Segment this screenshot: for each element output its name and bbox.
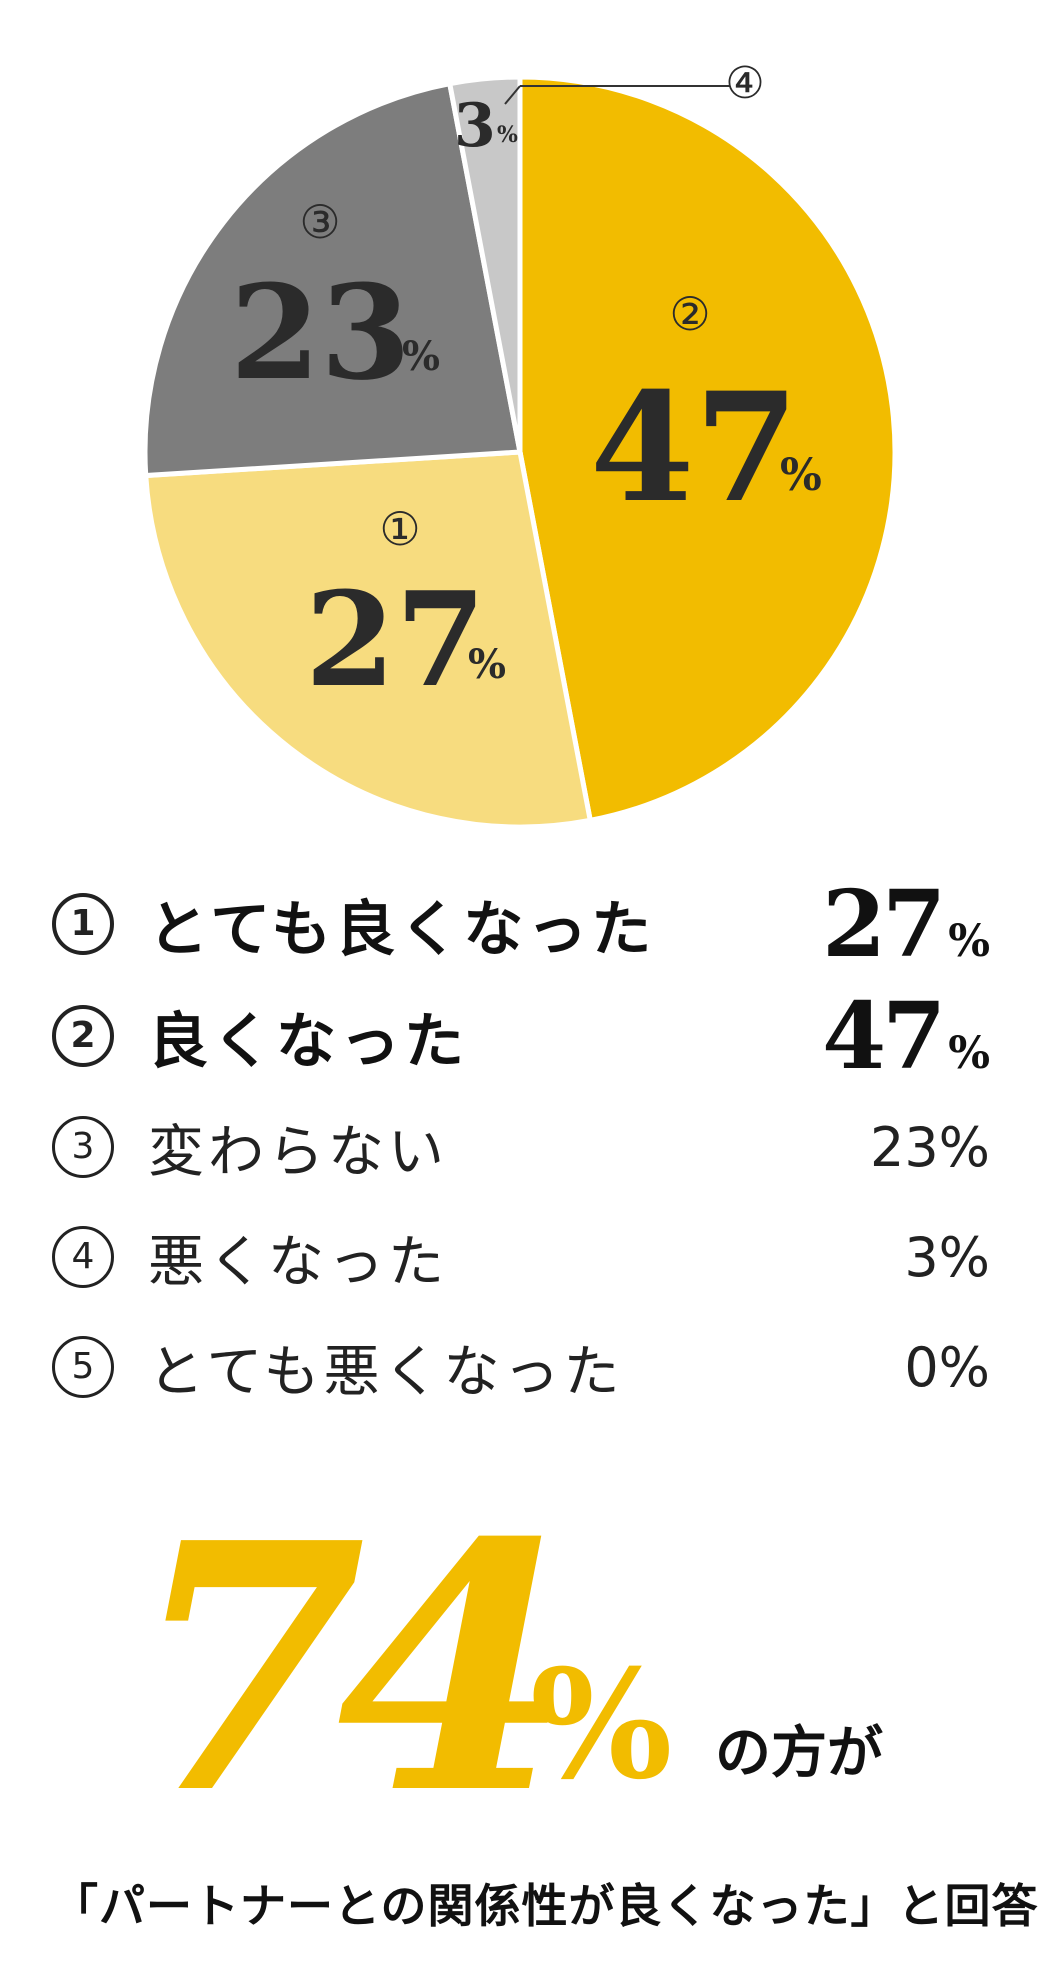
headline: 74 % の方が xyxy=(130,1480,990,1840)
legend-marker-1: 1 xyxy=(52,893,114,955)
pie-chart: ② 47 % ① 27 % ③ 23 % 3 % ④ xyxy=(142,58,898,830)
legend-value-1-num: 27 xyxy=(822,870,946,978)
legend-value-1: 27% xyxy=(822,870,990,978)
caption: 「パートナーとの関係性が良くなった」と回答！ xyxy=(52,1879,1041,1933)
pie-slice-4 xyxy=(446,74,523,453)
legend-label-5: とても悪くなった xyxy=(148,1339,624,1405)
slice-3-value: 23 xyxy=(230,256,411,409)
legend-marker-2: 2 xyxy=(52,1005,114,1067)
legend-row-4: 4 悪くなった 3% xyxy=(52,1202,990,1312)
legend-marker-3: 3 xyxy=(52,1116,114,1178)
slice-4-marker: ④ xyxy=(725,58,764,109)
slice-1-percent: % xyxy=(468,641,506,688)
slice-3-percent: % xyxy=(402,333,440,380)
legend-row-5: 5 とても悪くなった 0% xyxy=(52,1312,990,1422)
headline-percent: % xyxy=(530,1637,673,1813)
legend: 1 とても良くなった 27% 2 良くなった 47% 3 変わらない 23% 4… xyxy=(52,868,990,1422)
legend-row-1: 1 とても良くなった 27% xyxy=(52,868,990,980)
legend-value-5: 0% xyxy=(904,1335,990,1399)
legend-value-1-pct: % xyxy=(948,916,990,967)
slice-2-percent: % xyxy=(780,450,822,501)
legend-value-2-num: 47 xyxy=(822,982,946,1090)
legend-value-3: 23% xyxy=(869,1115,990,1179)
legend-label-3: 変わらない xyxy=(148,1119,448,1185)
headline-number: 74 xyxy=(130,1470,573,1869)
legend-row-2: 2 良くなった 47% xyxy=(52,980,990,1092)
legend-label-2: 良くなった xyxy=(148,1006,468,1077)
legend-label-1: とても良くなった xyxy=(148,894,656,965)
slice-2-value: 47 xyxy=(590,360,799,536)
slice-4-percent: % xyxy=(497,122,518,148)
slice-4-value: 3 xyxy=(454,91,496,161)
slice-1-marker: ① xyxy=(379,502,420,556)
legend-value-4: 3% xyxy=(904,1225,990,1289)
pie-slice-1 xyxy=(517,74,898,824)
legend-row-3: 3 変わらない 23% xyxy=(52,1092,990,1202)
legend-marker-5: 5 xyxy=(52,1336,114,1398)
callout-line xyxy=(504,85,521,105)
slice-3-marker: ③ xyxy=(299,195,340,249)
headline-suffix: の方が xyxy=(715,1721,883,1786)
pie-slice-2 xyxy=(143,449,594,830)
legend-label-4: 悪くなった xyxy=(148,1229,448,1295)
legend-value-2-pct: % xyxy=(948,1028,990,1079)
slice-2-marker: ② xyxy=(669,287,710,341)
legend-value-2: 47% xyxy=(822,982,990,1090)
legend-marker-4: 4 xyxy=(52,1226,114,1288)
pie-slice-3 xyxy=(142,80,523,479)
slice-1-value: 27 xyxy=(305,563,486,716)
